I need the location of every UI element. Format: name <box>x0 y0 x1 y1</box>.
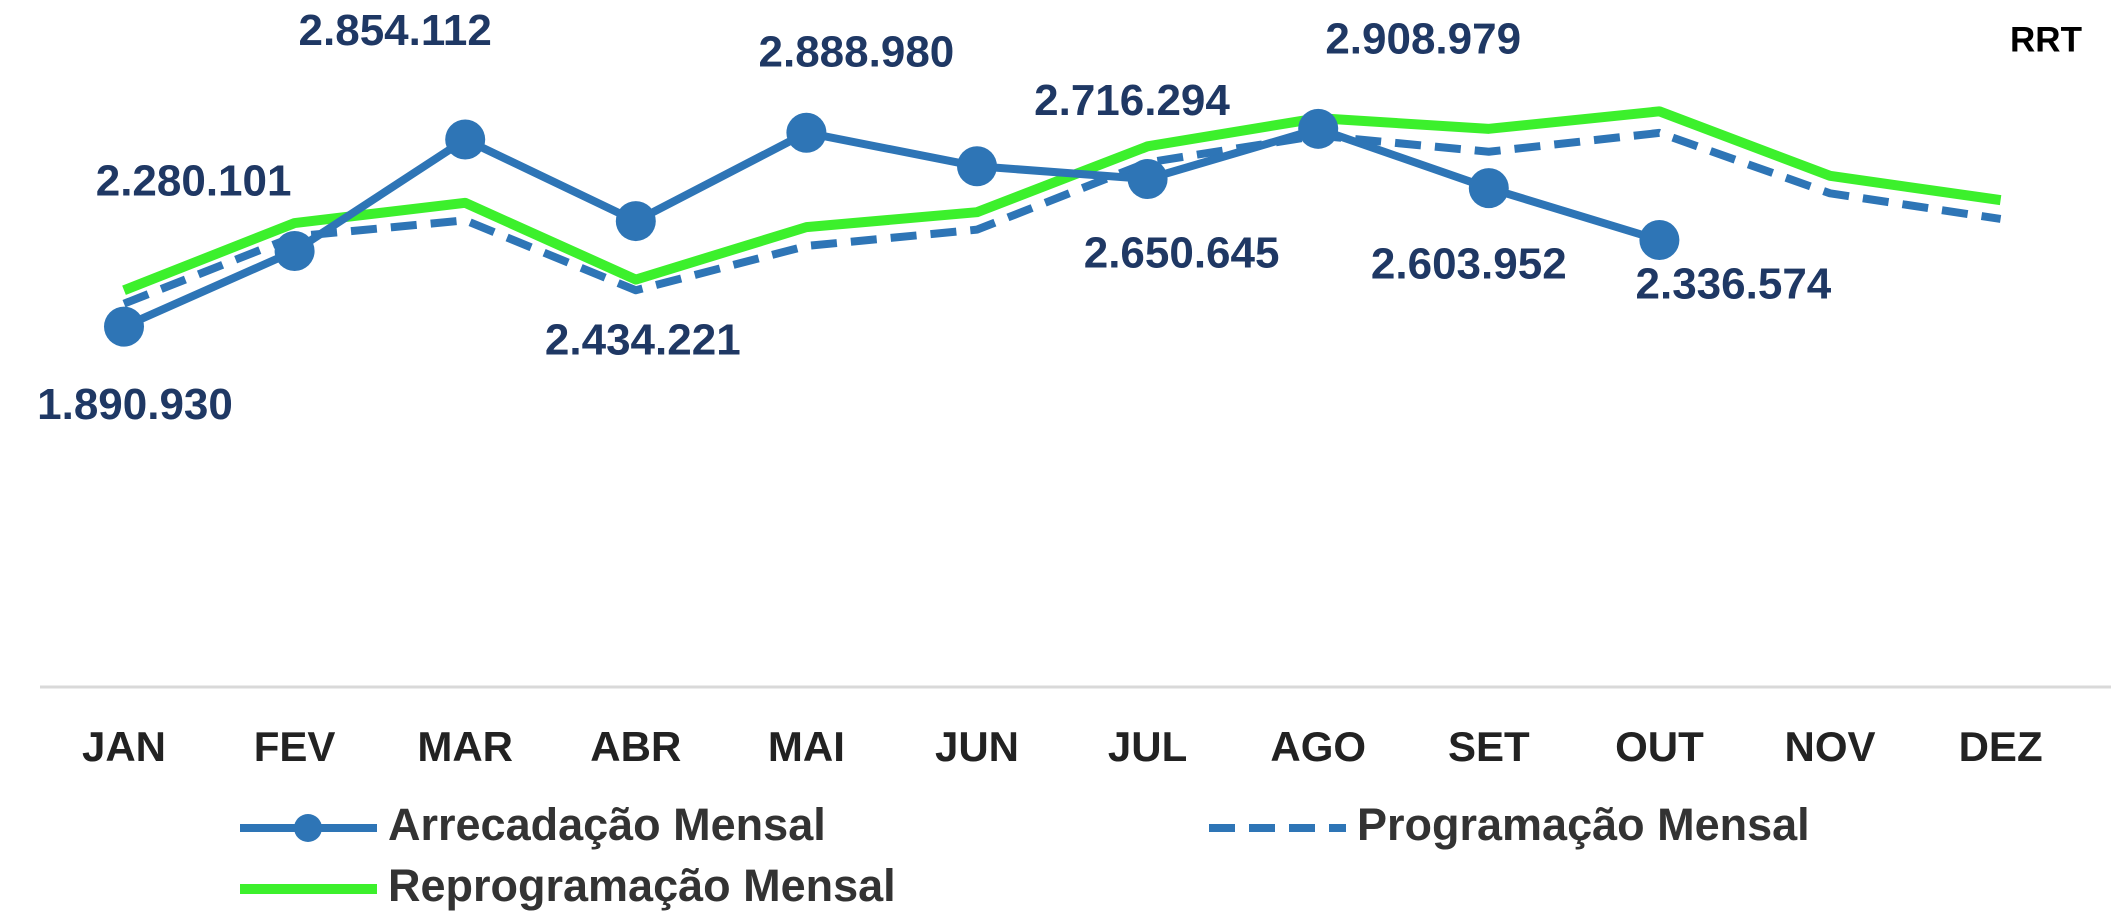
marker <box>104 306 144 347</box>
data-label: 2.603.952 <box>1371 240 1567 289</box>
marker <box>1127 159 1168 200</box>
series-line <box>122 124 1661 331</box>
x-tick-label: JAN <box>82 723 166 770</box>
marker <box>786 112 827 153</box>
x-tick-label: MAR <box>417 723 513 770</box>
x-tick-label: AGO <box>1270 723 1366 770</box>
marker <box>1298 108 1339 149</box>
legend-label: Arrecadação Mensal <box>388 799 826 850</box>
data-label: 2.716.294 <box>1034 76 1230 125</box>
data-label: 2.650.645 <box>1084 229 1280 278</box>
marker <box>1639 220 1680 261</box>
x-tick-label: OUT <box>1615 723 1704 770</box>
marker <box>274 231 315 272</box>
marker <box>445 119 486 160</box>
data-label: 2.336.574 <box>1636 260 1832 309</box>
data-label: 2.434.221 <box>545 316 741 365</box>
x-tick-label: DEZ <box>1959 723 2043 770</box>
legend-label: Reprogramação Mensal <box>388 860 896 911</box>
legend-marker <box>294 814 322 842</box>
x-tick-label: SET <box>1448 723 1530 770</box>
marker <box>1468 168 1509 209</box>
x-tick-label: JUN <box>935 723 1019 770</box>
annotation: RRT <box>2010 20 2082 59</box>
data-label: 2.854.112 <box>299 6 492 55</box>
series-line <box>122 106 2002 295</box>
data-label: 2.888.980 <box>759 27 955 76</box>
marker <box>615 201 656 242</box>
x-tick-label: NOV <box>1784 723 1875 770</box>
data-label: 2.280.101 <box>96 157 292 206</box>
legend-label: Programação Mensal <box>1357 799 1810 850</box>
x-tick-label: ABR <box>590 723 681 770</box>
x-tick-label: MAI <box>768 723 845 770</box>
data-label: 1.890.930 <box>37 380 233 429</box>
series-line <box>122 128 2002 308</box>
x-tick-label: FEV <box>254 723 336 770</box>
marker <box>957 146 997 187</box>
data-label: 2.908.979 <box>1325 14 1521 63</box>
x-tick-label: JUL <box>1108 723 1187 770</box>
